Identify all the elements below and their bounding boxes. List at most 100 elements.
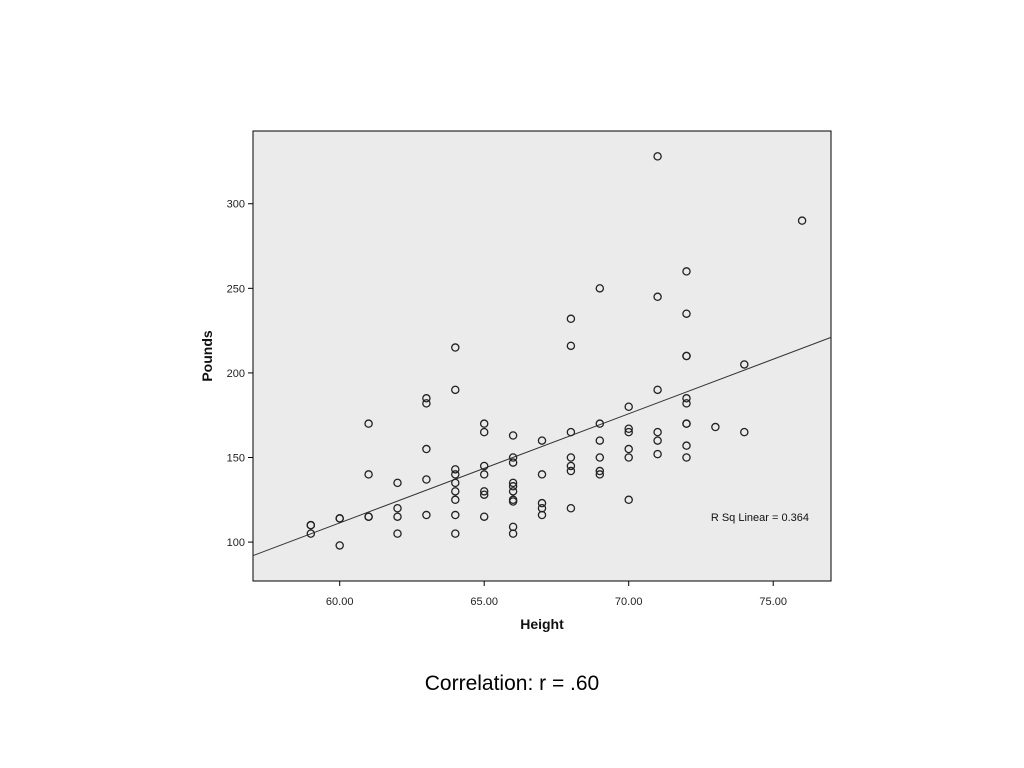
x-tick-label: 65.00 — [470, 596, 498, 608]
data-point — [653, 449, 662, 459]
data-point — [479, 461, 489, 471]
data-point — [740, 427, 749, 437]
data-point — [537, 498, 547, 508]
data-point — [393, 504, 402, 513]
data-point — [566, 504, 576, 513]
y-tick-label: 300 — [227, 199, 245, 211]
data-point — [479, 470, 489, 479]
data-point — [653, 427, 662, 437]
data-point — [624, 402, 633, 412]
data-point — [537, 510, 547, 520]
data-point — [508, 431, 518, 440]
y-tick-label: 150 — [227, 453, 245, 465]
data-point — [653, 292, 662, 302]
caption: Correlation: r = .60 — [424, 672, 600, 695]
x-tick-label: 60.00 — [326, 596, 354, 608]
x-axis: 60.00 65.00 70.00 75.00 — [326, 581, 787, 608]
data-point — [451, 478, 460, 488]
data-point — [566, 341, 576, 351]
data-point — [682, 394, 691, 403]
data-point — [624, 427, 633, 437]
data-point — [451, 343, 460, 352]
data-point — [479, 512, 489, 521]
data-point — [508, 497, 518, 506]
data-point — [393, 478, 402, 488]
data-point — [508, 458, 518, 467]
data-point — [682, 453, 691, 462]
y-axis-title: Pounds — [199, 330, 215, 382]
data-point — [479, 487, 489, 496]
data-point — [711, 422, 720, 432]
data-point — [797, 216, 807, 225]
x-tick-label: 75.00 — [759, 596, 787, 608]
data-point — [422, 510, 431, 520]
data-point — [566, 314, 576, 324]
data-point — [624, 453, 633, 462]
data-point — [595, 470, 605, 479]
x-axis-title: Height — [520, 616, 564, 632]
data-point — [451, 529, 460, 538]
data-point — [451, 465, 460, 474]
data-point — [451, 510, 460, 520]
data-point — [653, 152, 662, 161]
data-point — [595, 466, 605, 476]
data-point — [624, 424, 633, 433]
data-points — [306, 152, 807, 550]
data-point — [451, 495, 460, 505]
data-point — [508, 482, 518, 491]
data-point — [624, 495, 633, 505]
data-point — [451, 470, 460, 479]
data-point — [653, 436, 662, 445]
y-tick-label: 250 — [227, 283, 245, 295]
data-point — [682, 267, 691, 276]
data-point — [335, 514, 344, 523]
data-point — [335, 541, 344, 550]
data-point — [595, 284, 605, 293]
data-point — [393, 529, 402, 538]
data-point — [451, 385, 460, 395]
data-point — [393, 512, 402, 521]
data-point — [566, 427, 576, 437]
data-point — [566, 461, 576, 471]
x-tick-label: 70.00 — [615, 596, 643, 608]
data-point — [508, 529, 518, 538]
data-point — [422, 475, 431, 484]
data-point — [537, 436, 547, 445]
data-point — [364, 512, 373, 521]
data-point — [595, 419, 605, 428]
data-point — [740, 360, 749, 369]
data-point — [595, 453, 605, 462]
data-point — [451, 487, 460, 496]
data-point — [682, 309, 691, 318]
data-point — [566, 453, 576, 462]
data-point — [364, 470, 373, 479]
y-axis: 100 150 200 250 300 — [227, 199, 253, 549]
data-point — [653, 385, 662, 395]
y-tick-label: 100 — [227, 537, 245, 549]
r-squared-annotation: R Sq Linear = 0.364 — [711, 512, 809, 524]
data-point — [306, 529, 316, 538]
data-point — [682, 419, 691, 428]
data-point — [479, 427, 489, 437]
data-point — [364, 419, 373, 428]
data-point — [566, 466, 576, 476]
data-point — [422, 394, 431, 403]
data-point — [508, 478, 518, 488]
y-tick-label: 200 — [227, 368, 245, 380]
data-point — [682, 399, 691, 408]
data-point — [624, 444, 633, 454]
data-point — [479, 490, 489, 499]
data-point — [682, 351, 691, 361]
data-point — [422, 444, 431, 454]
plot-area — [252, 130, 832, 582]
data-point — [306, 520, 316, 530]
data-point — [508, 487, 518, 496]
data-point — [422, 399, 431, 408]
data-point — [537, 470, 547, 479]
data-point — [508, 453, 518, 462]
data-point — [479, 419, 489, 428]
fit-line — [252, 336, 832, 557]
data-point — [595, 436, 605, 445]
data-point — [682, 441, 691, 450]
